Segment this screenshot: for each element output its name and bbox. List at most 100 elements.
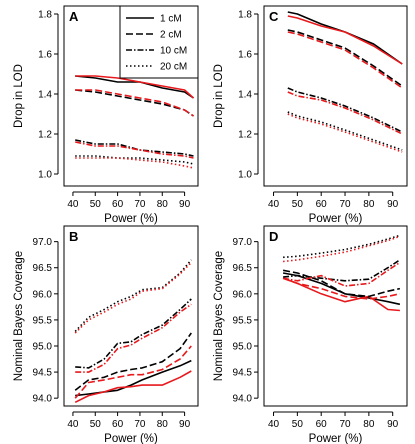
panel-letter: B [69,229,78,244]
y-tick-label: 1.2 [238,130,252,141]
x-tick-label: 40 [268,199,280,210]
y-tick-label: 1.8 [38,10,52,21]
x-tick-label: 50 [90,419,102,430]
y-tick-label: 95.0 [233,342,253,353]
x-tick-label: 80 [363,199,375,210]
series-line-10cm-red [282,261,401,287]
y-axis-title: Nominal Bayes Coverage [213,251,225,381]
series-line-2cm-black [74,332,192,391]
x-tick-label: 70 [339,199,351,210]
x-tick-label: 90 [387,199,399,210]
y-tick-label: 96.0 [233,289,253,300]
x-tick-label: 50 [90,199,102,210]
y-tick-label: 96.5 [233,263,253,274]
panel-d: D 40 50 60 70 80 90 Power (%) 94.0 94.5 95.0 95.5 96… [213,225,408,444]
series-line-1cm-black [75,75,194,99]
series-line-20cm-black [74,259,192,332]
y-tick-label: 94.5 [233,368,253,379]
series-line-2cm-red [282,277,401,300]
y-tick-label: 95.0 [33,342,53,353]
y-tick-label: 1.0 [38,170,52,181]
series-line-1cm-red [74,370,192,404]
legend-label: 1 cM [160,14,182,25]
series-line-10cm-black [283,259,401,282]
plot-frame [263,5,408,187]
series-line-10cm-black [75,139,194,157]
x-tick-label: 40 [67,419,79,430]
series-line-20cm-red [74,261,192,334]
series-line-2cm-red [75,89,194,117]
x-tick-label: 70 [134,419,146,430]
y-axis-title: Nominal Bayes Coverage [13,251,25,381]
legend-label: 2 cM [160,30,182,41]
y-tick-label: 94.0 [33,394,53,405]
x-tick-label: 70 [339,419,351,430]
x-tick-label: 60 [316,199,328,210]
series-line-20cm-black [283,234,401,259]
x-tick-label: 50 [292,199,304,210]
y-axis-title: Drop in LOD [213,64,225,128]
x-tick-label: 90 [387,419,399,430]
panel-letter: A [69,9,79,24]
series-line-2cm-red [74,345,192,399]
x-axis-title: Power (%) [309,213,363,225]
y-tick-label: 1.6 [238,50,252,61]
x-tick-label: 60 [316,419,328,430]
y-tick-label: 1.6 [38,50,52,61]
y-tick-label: 96.5 [33,263,53,274]
y-tick-label: 94.5 [33,368,53,379]
series-line-10cm-red [75,141,194,159]
y-tick-label: 97.0 [233,237,253,248]
panel-letter: D [269,229,278,244]
series-line-2cm-red [287,31,403,89]
legend-label: 20 cM [160,62,187,73]
y-tick-label: 1.4 [38,90,52,101]
y-tick-label: 1.8 [238,10,252,21]
series-line-2cm-black [75,89,194,117]
y-tick-label: 1.4 [238,90,252,101]
x-tick-label: 60 [112,419,124,430]
panel-c: C 40 50 60 70 80 90 Power (%) 1.0 1.2 1.4 1.6 1.8 Dro… [213,5,408,225]
series-line-10cm-black [287,87,403,133]
series-line-20cm-black [75,155,194,165]
x-axis-title: Power (%) [309,433,363,444]
panel-letter: C [269,9,279,24]
y-tick-label: 95.5 [233,315,253,326]
series-line-1cm-red [287,15,403,65]
series-line-10cm-red [75,303,192,373]
series-line-1cm-black [75,359,192,397]
x-tick-label: 40 [268,419,280,430]
x-tick-label: 70 [134,199,146,210]
x-axis-title: Power (%) [104,433,158,444]
legend-label: 10 cM [160,46,187,57]
series-line-1cm-red [75,75,195,99]
legend: 1 cM 2 cM 10 cM 20 cM [119,5,199,79]
series-line-1cm-black [282,272,401,306]
x-tick-label: 40 [67,199,79,210]
x-tick-label: 90 [179,419,191,430]
plot-frame [263,225,408,407]
y-tick-label: 95.5 [33,315,53,326]
series-line-10cm-red [287,91,403,135]
panel-a: A 40 50 60 70 80 90 Power (%) 1.0 1.2 1.4 1.6 1.8 Dro… [13,5,199,225]
series-line-20cm-black [287,111,403,151]
y-axis-title: Drop in LOD [13,64,25,128]
series-line-1cm-black [287,11,403,65]
x-tick-label: 50 [292,419,304,430]
series-line-20cm-red [287,113,403,153]
panel-b: B 40 50 60 70 80 90 Power (%) 94.0 94.5 95.0 95.5 96… [13,225,199,444]
plot-frame [63,225,199,407]
y-tick-label: 94.0 [233,394,253,405]
x-tick-label: 80 [157,419,169,430]
series-line-1cm-red [282,277,400,312]
x-tick-label: 80 [363,419,375,430]
x-axis-title: Power (%) [104,213,158,225]
series-line-2cm-black [287,29,403,87]
x-tick-label: 60 [112,199,124,210]
series-line-2cm-black [282,269,401,298]
y-tick-label: 97.0 [33,237,53,248]
series-line-10cm-black [75,298,192,369]
y-tick-label: 1.0 [238,170,252,181]
x-tick-label: 80 [157,199,169,210]
